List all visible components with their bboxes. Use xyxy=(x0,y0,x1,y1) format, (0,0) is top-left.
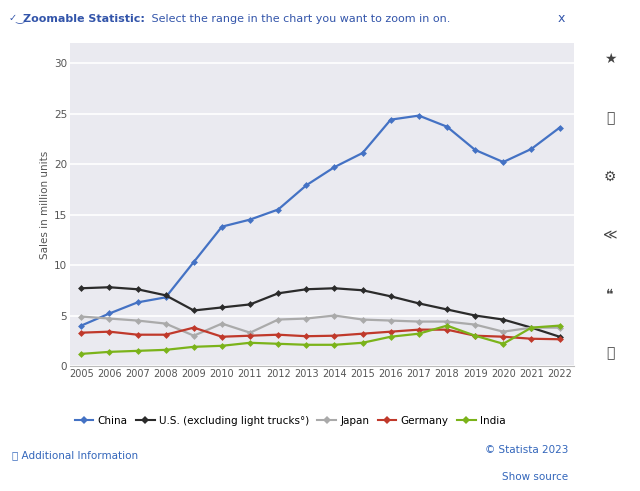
Legend: China, U.S. (excluding light trucks°), Japan, Germany, India: China, U.S. (excluding light trucks°), J… xyxy=(70,412,509,430)
Text: ⓘ Additional Information: ⓘ Additional Information xyxy=(12,450,138,460)
Text: ❝: ❝ xyxy=(606,288,614,301)
Text: x: x xyxy=(558,12,566,26)
Text: 🖨: 🖨 xyxy=(606,347,614,360)
Text: Show source: Show source xyxy=(502,472,568,482)
Text: ≪: ≪ xyxy=(603,229,617,243)
Text: ★: ★ xyxy=(604,52,616,66)
Y-axis label: Sales in million units: Sales in million units xyxy=(40,150,50,259)
Text: © Statista 2023: © Statista 2023 xyxy=(485,445,568,455)
Text: ⚙: ⚙ xyxy=(604,170,616,184)
Text: ✓‿: ✓‿ xyxy=(9,14,25,24)
Text: 🔔: 🔔 xyxy=(606,111,614,125)
Text: Select the range in the chart you want to zoom in on.: Select the range in the chart you want t… xyxy=(148,14,451,24)
Text: Zoomable Statistic:: Zoomable Statistic: xyxy=(23,14,145,24)
